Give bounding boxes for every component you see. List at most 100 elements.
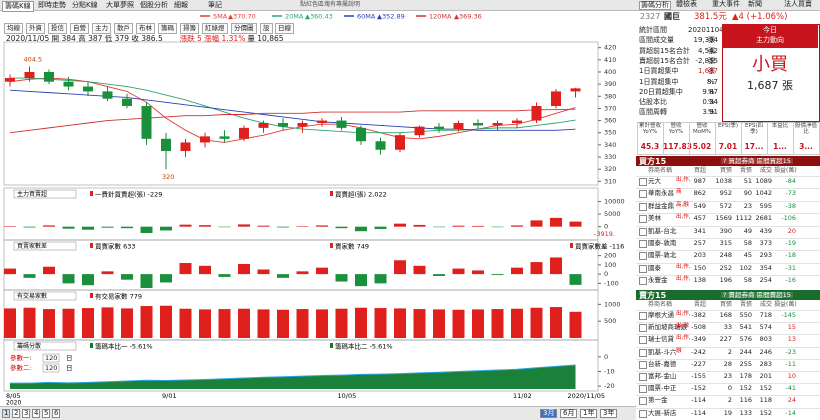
broker-number: 1042 (755, 189, 772, 198)
tab[interactable]: 筆記 (208, 1, 222, 9)
row-checkbox[interactable] (639, 277, 647, 286)
range-button[interactable]: 6月 (560, 409, 578, 418)
row-checkbox[interactable] (639, 264, 647, 273)
broker-tag: 出,作, (676, 276, 691, 283)
legend-value: ▲352.89 (377, 13, 405, 21)
broker-name[interactable]: 國泰-敦南 (648, 239, 677, 247)
panel-select[interactable] (13, 291, 77, 301)
candle-body (83, 86, 93, 92)
broker-name[interactable]: 群益金鼎 (648, 201, 674, 210)
side-tab[interactable]: 法人買賣 (784, 0, 812, 8)
page-button[interactable]: 3 (22, 409, 31, 418)
tab[interactable]: 大單夢照 (106, 1, 134, 9)
indicator-bar (179, 224, 192, 227)
row-checkbox[interactable] (639, 360, 647, 369)
broker-name[interactable]: 美林 (648, 214, 661, 223)
range-button[interactable]: 3年 (600, 409, 618, 418)
page-button[interactable]: 4 (32, 409, 41, 418)
toolbar-button[interactable]: 均線 (4, 23, 23, 34)
table-filter[interactable]: ? 賣超券商 區間賣超15 (721, 290, 793, 299)
broker-name[interactable]: 新加坡商瑞銀 (648, 323, 687, 332)
side-tab[interactable]: 籌碼分析 (639, 1, 671, 10)
table-filter[interactable]: ? 買超券商 區間買超15 (721, 156, 793, 165)
toolbar-button[interactable]: 布林 (136, 23, 155, 34)
row-checkbox[interactable] (639, 227, 647, 236)
broker-tag: 出,作, (676, 177, 691, 183)
toolbar-button[interactable]: 掃籌 (180, 23, 199, 34)
toolbar-button[interactable]: 分價圖 (231, 23, 257, 34)
side-tab[interactable]: 重大事件 (712, 0, 740, 8)
param-input[interactable] (42, 363, 60, 373)
broker-name[interactable]: 永豐金 (648, 276, 668, 285)
broker-name[interactable]: 凱基-斗六 (648, 347, 677, 356)
broker-name[interactable]: 摩根大通 (648, 311, 674, 319)
stat-value: 4,542 (697, 46, 718, 55)
broker-number: 116 (739, 396, 752, 405)
row-checkbox[interactable] (639, 336, 647, 345)
indicator-bar (199, 225, 211, 227)
indicator-bar (257, 269, 270, 275)
broker-number: 595 (759, 201, 772, 210)
broker-name[interactable]: 國泰 (648, 263, 661, 272)
broker-name[interactable]: 元大 (648, 177, 661, 185)
stat-unit: % (708, 77, 715, 86)
candle-body (375, 141, 386, 150)
broker-number: 718 (759, 311, 772, 319)
row-checkbox[interactable] (639, 240, 647, 248)
broker-name[interactable]: 瑞士信貸 (648, 335, 674, 344)
toolbar-button[interactable]: 投信 (48, 23, 67, 34)
toolbar-button[interactable]: 外資 (26, 23, 45, 34)
row-divider (636, 334, 820, 336)
broker-name[interactable]: 國票-敦北 (648, 251, 677, 260)
broker-name[interactable]: 第一金 (648, 396, 668, 405)
tab[interactable]: 個股分析 (140, 1, 168, 9)
range-button[interactable]: 3月 (540, 409, 558, 418)
toolbar-button[interactable]: 日線 (275, 23, 294, 34)
side-tab[interactable]: 新聞 (748, 0, 762, 8)
broker-name[interactable]: 大展-新店 (648, 408, 677, 417)
tab[interactable]: 籌碼K線 (2, 1, 34, 12)
tab[interactable]: 即時走勢 (38, 1, 66, 9)
toolbar-button[interactable]: 籌碼 (158, 23, 177, 34)
side-tab[interactable]: 體檢表 (676, 0, 697, 8)
broker-name[interactable]: 富邦-金山 (648, 372, 677, 380)
row-checkbox[interactable] (639, 373, 647, 381)
row-checkbox[interactable] (639, 178, 647, 186)
row-checkbox[interactable] (639, 409, 647, 418)
tab[interactable]: 分點K線 (72, 1, 98, 9)
toolbar-button[interactable]: 自營 (70, 23, 89, 34)
row-checkbox[interactable] (639, 252, 647, 261)
broker-name[interactable]: 凱基-台北 (648, 226, 677, 235)
row-checkbox[interactable] (639, 324, 647, 333)
panel-select[interactable] (13, 189, 77, 199)
stat-label: 統計區間 (639, 26, 667, 34)
row-checkbox[interactable] (639, 348, 647, 357)
page-button[interactable]: 6 (52, 409, 61, 418)
page-button[interactable]: 1 (2, 409, 11, 418)
row-divider (636, 200, 820, 202)
broker-name[interactable]: 華南永昌 (648, 189, 674, 198)
row-checkbox[interactable] (639, 312, 647, 320)
row-checkbox[interactable] (639, 385, 647, 394)
candle-body (336, 120, 347, 128)
tab[interactable]: 細報 (174, 1, 188, 9)
row-checkbox[interactable] (639, 397, 647, 406)
row-checkbox[interactable] (639, 215, 647, 224)
toolbar-button[interactable]: 散戶 (114, 23, 133, 34)
toolbar-button[interactable]: 設 (260, 23, 273, 34)
row-checkbox[interactable] (639, 190, 647, 199)
row-divider (636, 310, 820, 311)
broker-name[interactable]: 台新-嘉德 (648, 359, 677, 368)
row-checkbox[interactable] (639, 202, 647, 211)
panel-select[interactable] (13, 241, 77, 251)
param-input[interactable] (42, 353, 60, 363)
flow-box-head (722, 24, 818, 48)
panel-select[interactable] (13, 341, 77, 351)
broker-name[interactable]: 國票-中正 (648, 384, 677, 393)
toolbar-button[interactable]: 紅綠燈 (202, 23, 228, 34)
range-button[interactable]: 1年 (580, 409, 598, 418)
page-button[interactable]: 2 (12, 409, 21, 418)
page-button[interactable]: 5 (42, 409, 51, 418)
toolbar-button[interactable]: 主力 (92, 23, 111, 34)
y-tick-label: 200 (604, 252, 616, 260)
